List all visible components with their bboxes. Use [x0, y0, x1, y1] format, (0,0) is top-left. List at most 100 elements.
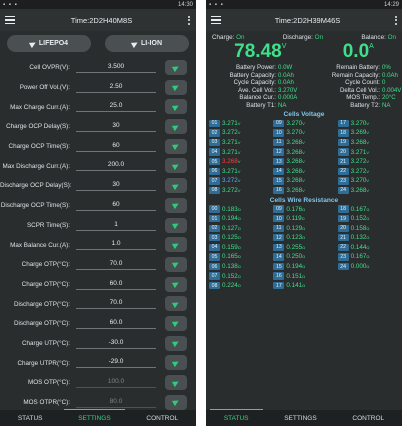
- tab-control[interactable]: CONTROL: [146, 414, 179, 422]
- setting-value-field[interactable]: 30: [76, 179, 156, 192]
- setting-value-field[interactable]: 200.0: [76, 159, 156, 172]
- apply-setting-button[interactable]: [165, 217, 187, 233]
- apply-setting-button[interactable]: [165, 119, 187, 135]
- cell-unit: V: [302, 187, 305, 193]
- tab-status[interactable]: STATUS: [17, 414, 43, 422]
- apply-setting-button[interactable]: [165, 237, 187, 253]
- apply-setting-button[interactable]: [165, 158, 187, 174]
- cell-value: 3.268: [350, 186, 367, 194]
- info-label: Delta Cell Vol.:: [340, 86, 380, 94]
- tab-control[interactable]: CONTROL: [352, 414, 385, 422]
- apply-setting-button[interactable]: [165, 315, 187, 331]
- cell-unit: Ω: [302, 254, 306, 260]
- send-icon: [171, 299, 181, 308]
- setting-value-field[interactable]: 2.50: [76, 81, 156, 93]
- setting-value-field[interactable]: 70.0: [76, 297, 156, 310]
- apply-setting-button[interactable]: [165, 138, 187, 154]
- li-ion-button[interactable]: LI-ION: [105, 35, 189, 52]
- status-icons: ▪ ▪ ▪: [3, 1, 18, 8]
- cell-unit: V: [237, 130, 241, 136]
- cell-value: 0.152: [350, 215, 367, 223]
- apply-setting-button[interactable]: [165, 355, 187, 371]
- apply-setting-button[interactable]: [165, 335, 187, 351]
- info-value: 0: [382, 79, 386, 87]
- cell-item: 16 0.151 Ω: [273, 272, 334, 281]
- cell-item: 23 3.270 V: [337, 177, 399, 186]
- cell-value: 3.272: [350, 167, 367, 175]
- setting-value-field[interactable]: 60: [76, 199, 156, 211]
- apply-setting-button[interactable]: [165, 60, 187, 75]
- cell-value: 0.167: [350, 253, 367, 261]
- cell-index: 12: [273, 234, 285, 242]
- cell-item: 05 3.268 V: [209, 157, 270, 166]
- cell-index: 15: [273, 262, 285, 271]
- setting-label: Max Discharge Curr.(A):: [2, 162, 70, 170]
- cell-value: 3.271: [222, 167, 238, 175]
- info-label: Ave. Cell Vol.:: [238, 86, 276, 94]
- tab-status[interactable]: STATUS: [209, 408, 263, 424]
- setting-value-field[interactable]: -30.0: [76, 337, 156, 349]
- cell-value: 0.123: [286, 234, 303, 242]
- hamburger-menu-icon[interactable]: [5, 16, 15, 24]
- setting-value-field[interactable]: 60.0: [76, 278, 156, 290]
- setting-label: Power Off Vol.(V):: [19, 84, 70, 92]
- cell-index: 03: [209, 138, 220, 147]
- tab-settings[interactable]: SETTINGS: [64, 408, 125, 424]
- cell-item: 19 3.268 V: [337, 138, 399, 147]
- cell-value: 3.270: [350, 119, 367, 127]
- apply-setting-button[interactable]: [165, 375, 187, 390]
- cell-unit: V: [366, 149, 370, 155]
- setting-value-field[interactable]: 70.0: [76, 258, 156, 270]
- info-item: Ave. Cell Vol.: 3.270V: [208, 87, 304, 94]
- cell-item: 10 3.270 V: [273, 129, 334, 138]
- info-item: Remain Battery: 0%: [304, 64, 400, 71]
- cell-item: 13 0.255 Ω: [273, 243, 334, 252]
- setting-value-field[interactable]: 25.0: [76, 100, 156, 113]
- setting-value-field[interactable]: 100.0: [76, 376, 156, 388]
- cells-resistance-grid: 00 0.183 Ω 09 0.176 Ω 18 0.167 Ω 01 0.194 Ω 10 0.119 Ω…: [206, 205, 402, 290]
- cell-index: 21: [337, 234, 349, 242]
- settings-screen: ▪ ▪ ▪ 14:30 Time:2D2H40M8S LIFEPO4 LI-IO…: [0, 0, 196, 426]
- setting-value-field[interactable]: 80.0: [76, 396, 156, 408]
- send-icon: [171, 378, 181, 387]
- setting-row: Max Discharge Curr.(A): 200.0: [0, 156, 192, 176]
- info-item: Balance Cur.: 0.000A: [208, 94, 304, 101]
- cell-value: 0.144: [350, 243, 367, 251]
- cell-unit: V: [302, 139, 305, 145]
- overflow-menu-icon[interactable]: [394, 15, 397, 25]
- apply-setting-button[interactable]: [165, 256, 187, 272]
- lifepo4-button[interactable]: LIFEPO4: [7, 35, 91, 52]
- cell-value: 3.268: [286, 148, 303, 156]
- cell-unit: V: [302, 168, 305, 174]
- cell-unit: Ω: [366, 244, 370, 250]
- setting-value-field[interactable]: -29.0: [76, 356, 156, 369]
- pack-voltage: 78.48V: [234, 41, 287, 62]
- info-value: 0.0Ah: [382, 71, 398, 79]
- tab-settings[interactable]: SETTINGS: [284, 414, 317, 422]
- apply-setting-button[interactable]: [165, 296, 187, 312]
- apply-setting-button[interactable]: [165, 79, 187, 95]
- apply-setting-button[interactable]: [165, 276, 187, 292]
- cell-unit: Ω: [366, 206, 370, 212]
- cell-item: 04 0.159 Ω: [209, 243, 270, 252]
- overflow-menu-icon[interactable]: [188, 15, 191, 25]
- cell-unit: Ω: [302, 273, 306, 279]
- hamburger-menu-icon[interactable]: [211, 16, 221, 24]
- setting-value-field[interactable]: 60.0: [76, 317, 156, 329]
- apply-setting-button[interactable]: [165, 197, 187, 213]
- setting-value-field[interactable]: 1.0: [76, 238, 156, 251]
- cell-unit: Ω: [237, 225, 241, 231]
- info-value: 20°C: [382, 94, 396, 102]
- cell-index: 13: [273, 157, 285, 166]
- apply-setting-button[interactable]: [165, 178, 187, 194]
- setting-row: MOS OTP(°C): 100.0: [0, 373, 192, 393]
- setting-value-field[interactable]: 1: [76, 219, 156, 231]
- setting-label: Charge OCP Time(S):: [8, 143, 70, 151]
- setting-value-field[interactable]: 3.500: [76, 61, 156, 73]
- info-label: Battery T2:: [350, 101, 380, 109]
- setting-value-field[interactable]: 60: [76, 140, 156, 152]
- apply-setting-button[interactable]: [165, 99, 187, 115]
- send-icon: [171, 279, 181, 289]
- apply-setting-button[interactable]: [165, 394, 187, 410]
- setting-value-field[interactable]: 30: [76, 120, 156, 133]
